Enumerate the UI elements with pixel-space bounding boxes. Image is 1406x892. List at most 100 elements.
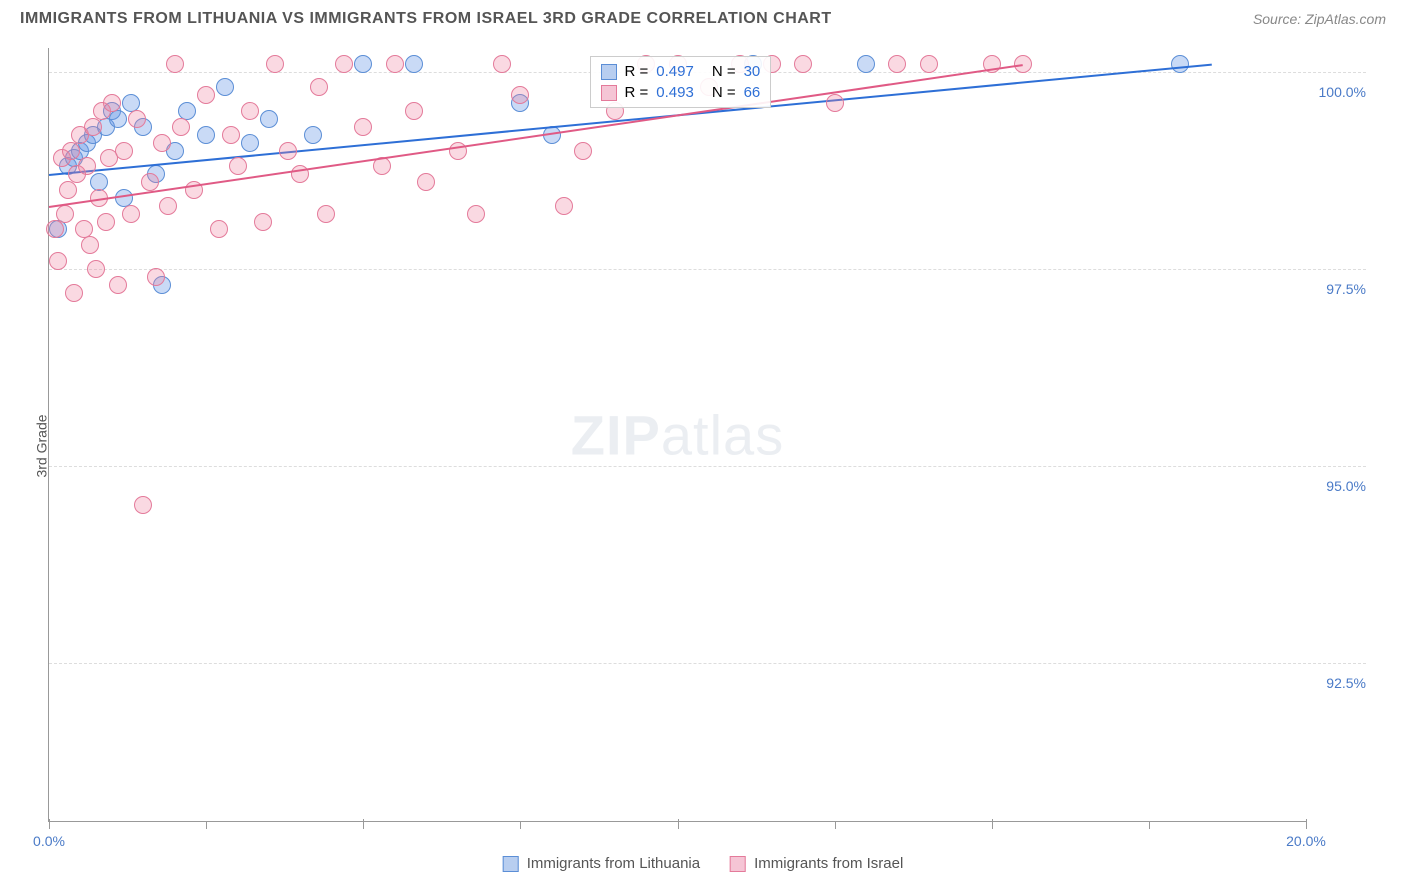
n-label: N = bbox=[712, 63, 736, 80]
data-point bbox=[229, 157, 247, 175]
data-point bbox=[354, 118, 372, 136]
y-tick-label: 92.5% bbox=[1326, 675, 1366, 691]
data-point bbox=[141, 173, 159, 191]
data-point bbox=[56, 205, 74, 223]
data-point bbox=[1014, 55, 1032, 73]
r-label: R = bbox=[625, 84, 649, 101]
n-value: 30 bbox=[744, 63, 761, 80]
data-point bbox=[216, 78, 234, 96]
data-point bbox=[279, 142, 297, 160]
data-point bbox=[109, 110, 127, 128]
trend-line bbox=[49, 64, 1023, 208]
stats-row: R =0.493N =66 bbox=[601, 82, 761, 103]
r-label: R = bbox=[625, 63, 649, 80]
data-point bbox=[857, 55, 875, 73]
data-point bbox=[134, 496, 152, 514]
x-tick bbox=[678, 819, 679, 829]
data-point bbox=[888, 55, 906, 73]
data-point bbox=[87, 260, 105, 278]
x-tick bbox=[1306, 819, 1307, 829]
gridline bbox=[49, 269, 1366, 270]
legend-swatch bbox=[503, 856, 519, 872]
data-point bbox=[511, 86, 529, 104]
data-point bbox=[59, 181, 77, 199]
y-tick-label: 95.0% bbox=[1326, 478, 1366, 494]
x-tick-label: 0.0% bbox=[33, 833, 65, 849]
stats-row: R = 0.497 N = 30 bbox=[601, 61, 761, 82]
data-point bbox=[197, 126, 215, 144]
data-point bbox=[210, 220, 228, 238]
data-point bbox=[574, 142, 592, 160]
x-tick bbox=[992, 819, 993, 829]
x-tick-minor bbox=[206, 821, 207, 829]
data-point bbox=[159, 197, 177, 215]
data-point bbox=[467, 205, 485, 223]
series-swatch bbox=[601, 85, 617, 101]
data-point bbox=[81, 236, 99, 254]
data-point bbox=[449, 142, 467, 160]
data-point bbox=[103, 94, 121, 112]
data-point bbox=[147, 268, 165, 286]
data-point bbox=[794, 55, 812, 73]
watermark: ZIPatlas bbox=[571, 402, 784, 467]
data-point bbox=[335, 55, 353, 73]
legend-swatch bbox=[730, 856, 746, 872]
legend-label: Immigrants from Israel bbox=[754, 855, 903, 872]
x-tick-minor bbox=[835, 821, 836, 829]
legend-item: Immigrants from Israel bbox=[730, 855, 903, 872]
data-point bbox=[555, 197, 573, 215]
data-point bbox=[386, 55, 404, 73]
gridline bbox=[49, 466, 1366, 467]
data-point bbox=[826, 94, 844, 112]
data-point bbox=[1171, 55, 1189, 73]
r-value: 0.497 bbox=[656, 63, 694, 80]
data-point bbox=[49, 252, 67, 270]
data-point bbox=[241, 134, 259, 152]
chart-header: IMMIGRANTS FROM LITHUANIA VS IMMIGRANTS … bbox=[0, 0, 1406, 36]
data-point bbox=[115, 142, 133, 160]
data-point bbox=[254, 213, 272, 231]
x-tick-minor bbox=[520, 821, 521, 829]
data-point bbox=[260, 110, 278, 128]
data-point bbox=[78, 157, 96, 175]
data-point bbox=[166, 55, 184, 73]
data-point bbox=[172, 118, 190, 136]
stats-box: R =0.497N =30R =0.493N =66 bbox=[590, 56, 772, 108]
legend-label: Immigrants from Lithuania bbox=[527, 855, 700, 872]
x-tick-minor bbox=[1149, 821, 1150, 829]
data-point bbox=[405, 102, 423, 120]
gridline bbox=[49, 663, 1366, 664]
r-value: 0.493 bbox=[656, 84, 694, 101]
series-swatch bbox=[601, 64, 617, 80]
data-point bbox=[128, 110, 146, 128]
scatter-chart: ZIPatlas 92.5%95.0%97.5%100.0%0.0%20.0%R… bbox=[48, 48, 1306, 822]
watermark-atlas: atlas bbox=[661, 403, 784, 466]
data-point bbox=[153, 134, 171, 152]
chart-source: Source: ZipAtlas.com bbox=[1253, 11, 1386, 27]
data-point bbox=[241, 102, 259, 120]
y-tick-label: 100.0% bbox=[1319, 84, 1366, 100]
data-point bbox=[304, 126, 322, 144]
n-label: N = bbox=[712, 84, 736, 101]
data-point bbox=[197, 86, 215, 104]
data-point bbox=[354, 55, 372, 73]
data-point bbox=[46, 220, 64, 238]
chart-legend: Immigrants from Lithuania Immigrants from… bbox=[503, 855, 904, 872]
data-point bbox=[405, 55, 423, 73]
x-tick-label: 20.0% bbox=[1286, 833, 1326, 849]
data-point bbox=[417, 173, 435, 191]
data-point bbox=[62, 142, 80, 160]
x-tick bbox=[363, 819, 364, 829]
data-point bbox=[920, 55, 938, 73]
data-point bbox=[65, 284, 83, 302]
x-tick bbox=[49, 819, 50, 829]
data-point bbox=[317, 205, 335, 223]
data-point bbox=[97, 213, 115, 231]
chart-title: IMMIGRANTS FROM LITHUANIA VS IMMIGRANTS … bbox=[20, 10, 832, 28]
data-point bbox=[310, 78, 328, 96]
data-point bbox=[493, 55, 511, 73]
data-point bbox=[122, 205, 140, 223]
data-point bbox=[266, 55, 284, 73]
watermark-zip: ZIP bbox=[571, 403, 661, 466]
y-tick-label: 97.5% bbox=[1326, 281, 1366, 297]
